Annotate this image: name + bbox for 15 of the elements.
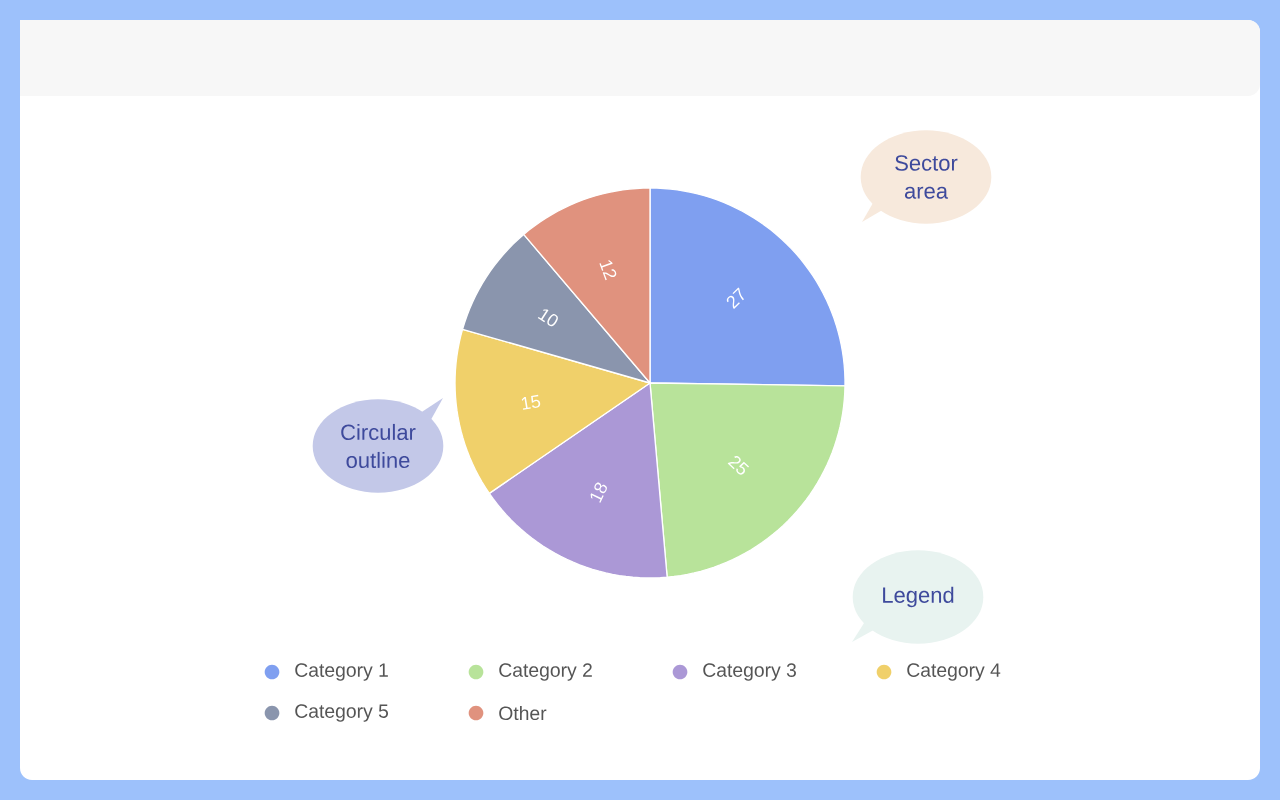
text: Sector area — [895, 155, 958, 199]
text: Circular outline — [341, 423, 416, 469]
data-label: 12 — [599, 260, 617, 281]
legend-label: Category 3 — [703, 663, 796, 681]
legend-label: Category 1 — [295, 663, 388, 681]
data-label: 27 — [726, 287, 744, 310]
legend-label: Category 5 — [295, 704, 389, 722]
legend-label: Category 2 — [499, 663, 592, 681]
data-label: 15 — [521, 394, 541, 410]
data-label: 10 — [537, 309, 558, 327]
legend-label: Category 4 — [907, 663, 1001, 681]
data-label: 25 — [727, 455, 750, 475]
legend-label: Other — [499, 705, 547, 721]
text: Legend — [883, 586, 954, 608]
data-label: 18 — [590, 482, 607, 503]
